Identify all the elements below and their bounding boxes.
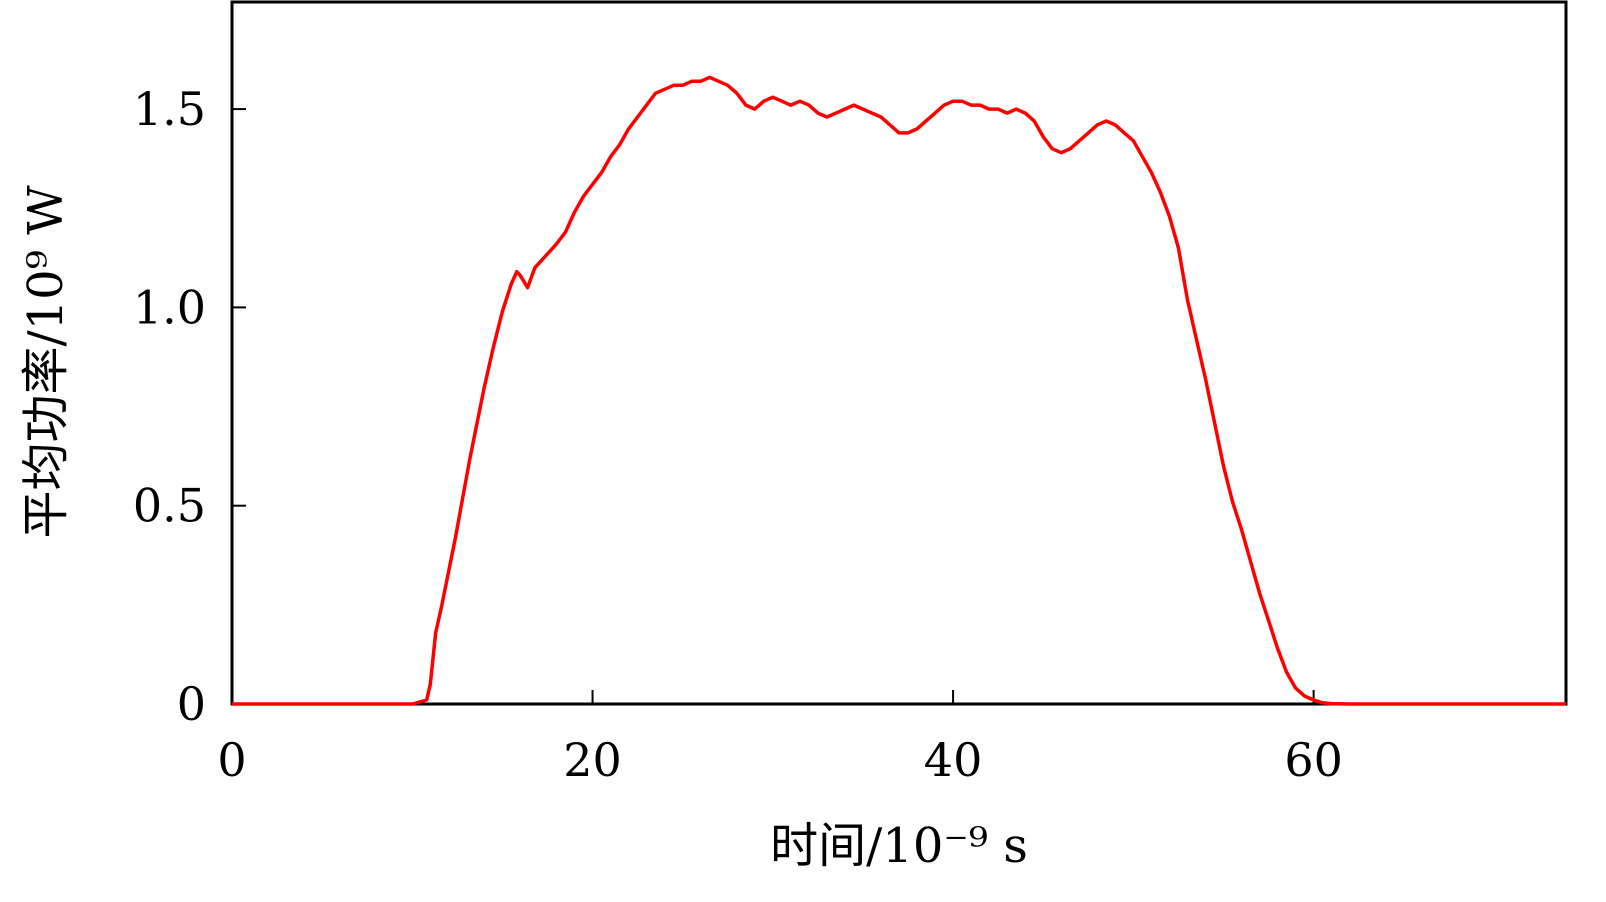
series-line (232, 75, 1566, 706)
x-axis-label: 时间/10⁻⁹ s (770, 818, 1028, 874)
x-tick-label: 0 (217, 733, 246, 787)
y-tick-label: 0.5 (133, 479, 206, 533)
y-axis-label: 平均功率/10⁹ W (18, 185, 74, 539)
x-tick-label: 20 (563, 733, 622, 787)
y-tick-label: 1.0 (133, 280, 206, 334)
plot-frame (230, 0, 1568, 706)
y-tick-label: 1.5 (133, 82, 206, 136)
axis-ticks (231, 108, 1315, 705)
series-layer (232, 75, 1566, 706)
y-tick-label: 0 (177, 677, 206, 731)
x-tick-label: 60 (1284, 733, 1343, 787)
tick-labels: 0 20 40 60 0 0.5 1.0 1.5 (133, 82, 1343, 787)
x-tick-label: 40 (924, 733, 983, 787)
